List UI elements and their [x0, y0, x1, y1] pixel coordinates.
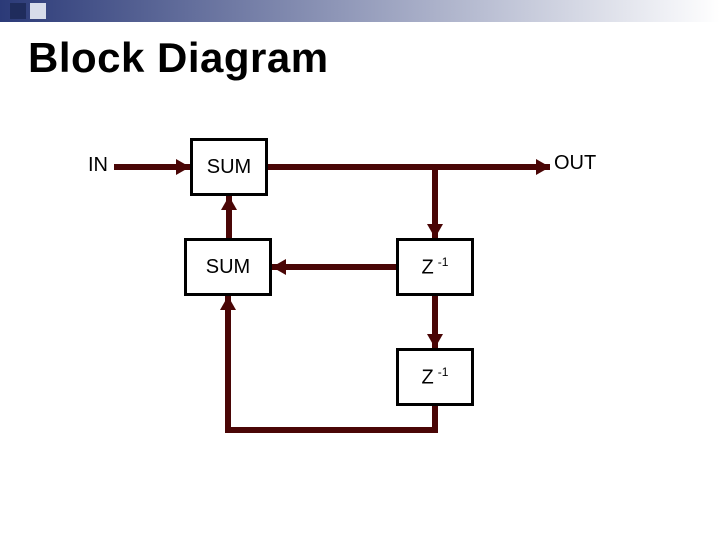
label-out: OUT [554, 152, 596, 175]
slide: Block Diagram SUM SUM Z -1 Z -1 IN OUT [0, 0, 720, 540]
z-base: Z [422, 366, 434, 388]
header-bar [0, 0, 720, 22]
arrowhead-sum-top-to-out [536, 159, 550, 175]
arrowhead-z1-bot-to-sum-mid [220, 296, 236, 310]
z-exp: -1 [438, 365, 449, 379]
arrowhead-tap-to-z1-bot [427, 334, 443, 348]
block-z1-bot: Z -1 [396, 348, 474, 406]
block-diagram: SUM SUM Z -1 Z -1 IN OUT [70, 120, 630, 480]
arrowhead-in-to-sum-top [176, 159, 190, 175]
block-sum-mid: SUM [184, 238, 272, 296]
arrowhead-z1-mid-to-sum-mid [272, 259, 286, 275]
arrowhead-sum-mid-to-sum-top [221, 196, 237, 210]
block-label: SUM [207, 156, 251, 179]
label-in: IN [88, 154, 108, 177]
block-label: Z -1 [422, 255, 449, 280]
z-base: Z [422, 256, 434, 278]
page-title: Block Diagram [28, 34, 329, 82]
block-z1-mid: Z -1 [396, 238, 474, 296]
block-sum-top: SUM [190, 138, 268, 196]
z-exp: -1 [438, 255, 449, 269]
header-gradient [0, 0, 720, 22]
arrowhead-tap-to-z1-mid [427, 224, 443, 238]
block-label: Z -1 [422, 365, 449, 390]
edges-layer [70, 120, 630, 480]
block-label: SUM [206, 256, 250, 279]
